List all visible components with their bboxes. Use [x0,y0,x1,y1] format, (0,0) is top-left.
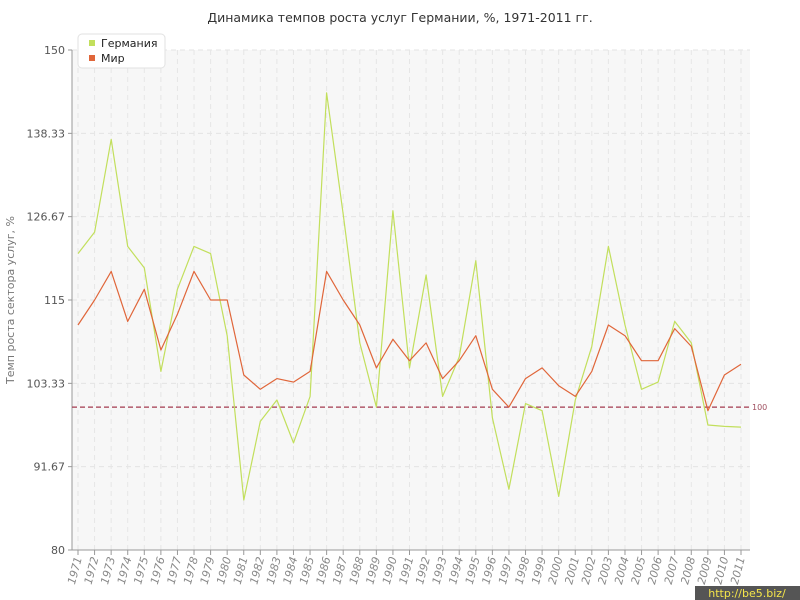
grid [72,49,750,550]
series-line-world [77,270,742,412]
y-tick-label: 138.33 [27,127,66,140]
axes [68,49,750,555]
legend-box [77,33,166,69]
chart-title: Динамика темпов роста услуг Германии, %,… [207,10,592,25]
watermark-text: http://be5.biz/ [708,587,786,600]
series-lines [77,92,742,501]
y-tick-label: 150 [44,44,65,57]
legend: Германия Мир [77,33,166,69]
reference-line-group: 100 [72,403,767,412]
y-tick-labels: 80 91.67 103.33 115 126.67 138.33 150 [27,44,66,557]
legend-swatch-world [89,55,95,61]
legend-label-germany: Германия [101,37,157,50]
y-tick-label: 103.33 [27,377,66,390]
legend-swatch-germany [89,40,95,46]
series-line-germany [77,92,742,501]
watermark-background [695,586,800,600]
y-tick-label: 115 [44,294,65,307]
watermark: http://be5.biz/ [695,586,800,600]
reference-line-label: 100 [752,403,767,412]
y-tick-label: 80 [51,544,65,557]
legend-label-world: Мир [101,52,125,65]
y-tick-label: 126.67 [27,211,66,224]
y-axis-label: Темп роста сектора услуг, % [4,216,17,385]
y-tick-label: 91.67 [34,461,66,474]
